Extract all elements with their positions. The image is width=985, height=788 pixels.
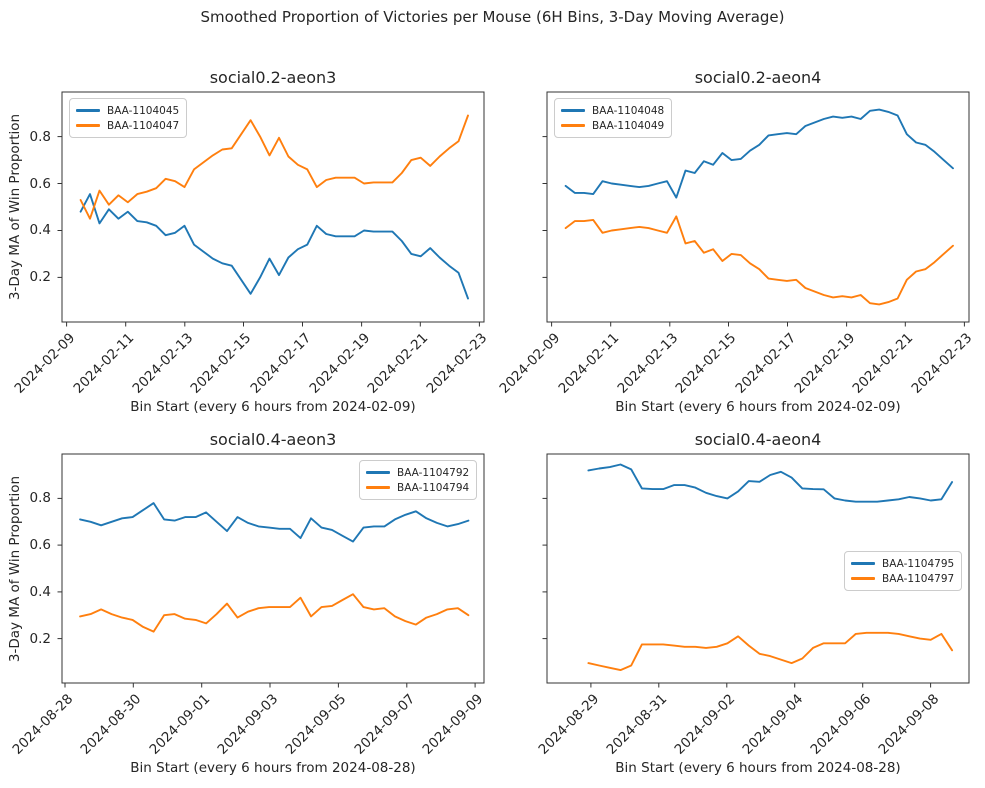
x-tick-label: 2024-09-09 bbox=[419, 691, 487, 758]
x-tick-label: 2024-08-29 bbox=[535, 691, 603, 758]
legend-item: BAA-1104047 bbox=[76, 118, 180, 133]
legend-top-right: BAA-1104048 BAA-1104049 bbox=[554, 98, 672, 138]
y-tick-label: 0.8 bbox=[29, 129, 51, 145]
legend-label: BAA-1104048 bbox=[592, 104, 665, 117]
series-line-BAA-1104048 bbox=[564, 108, 954, 199]
y-tick-label: 0.8 bbox=[29, 490, 51, 506]
legend-top-left: BAA-1104045 BAA-1104047 bbox=[69, 98, 187, 138]
legend-label: BAA-1104795 bbox=[882, 557, 955, 570]
x-tick-label: 2024-09-04 bbox=[739, 691, 807, 758]
x-axis-label: Bin Start (every 6 hours from 2024-08-28… bbox=[615, 760, 901, 776]
plot-frame bbox=[61, 453, 485, 684]
legend-label: BAA-1104792 bbox=[397, 466, 470, 479]
legend-item: BAA-1104045 bbox=[76, 103, 180, 118]
x-tick-label: 2024-08-30 bbox=[77, 691, 145, 758]
legend-label: BAA-1104047 bbox=[107, 119, 180, 132]
axes-top-left bbox=[57, 91, 485, 327]
x-axis-label: Bin Start (every 6 hours from 2024-08-28… bbox=[130, 760, 416, 776]
x-axis-label: Bin Start (every 6 hours from 2024-02-09… bbox=[615, 399, 901, 415]
legend-line-swatch bbox=[76, 124, 100, 127]
x-axis-label: Bin Start (every 6 hours from 2024-02-09… bbox=[130, 399, 416, 415]
legend-item: BAA-1104792 bbox=[366, 465, 470, 480]
legend-bottom-left: BAA-1104792 BAA-1104794 bbox=[359, 460, 477, 500]
y-tick-label: 0.6 bbox=[29, 176, 51, 192]
series-line-BAA-1104792 bbox=[79, 502, 470, 543]
x-tick-label: 2024-09-03 bbox=[214, 691, 282, 758]
series-line-BAA-1104047 bbox=[79, 114, 469, 220]
legend-item: BAA-1104797 bbox=[851, 571, 955, 586]
subplot-title-top-left: social0.2-aeon3 bbox=[209, 68, 337, 87]
figure-suptitle: Smoothed Proportion of Victories per Mou… bbox=[200, 8, 785, 26]
y-axis-label: 3-Day MA of Win Proportion bbox=[7, 475, 23, 663]
x-tick-label: 2024-09-08 bbox=[875, 691, 943, 758]
legend-label: BAA-1104045 bbox=[107, 104, 180, 117]
legend-label: BAA-1104794 bbox=[397, 481, 470, 494]
subplot-title-top-right: social0.2-aeon4 bbox=[694, 68, 822, 87]
legend-item: BAA-1104049 bbox=[561, 118, 665, 133]
x-tick-label: 2024-08-31 bbox=[603, 691, 671, 758]
axes-top-right bbox=[542, 91, 970, 327]
y-tick-label: 0.2 bbox=[29, 269, 51, 285]
legend-line-swatch bbox=[561, 124, 585, 127]
axes-bottom-left bbox=[57, 453, 485, 688]
subplot-title-bottom-left: social0.4-aeon3 bbox=[209, 430, 337, 449]
legend-line-swatch bbox=[76, 109, 100, 112]
legend-bottom-right: BAA-1104795 BAA-1104797 bbox=[844, 551, 962, 591]
y-tick-label: 0.6 bbox=[29, 537, 51, 553]
plot-frame bbox=[546, 453, 970, 684]
legend-line-swatch bbox=[366, 471, 390, 474]
y-tick-label: 0.4 bbox=[29, 584, 51, 600]
plot-frame bbox=[61, 91, 485, 323]
series-line-BAA-1104049 bbox=[564, 215, 954, 306]
subplot-title-bottom-right: social0.4-aeon4 bbox=[694, 430, 822, 449]
legend-label: BAA-1104797 bbox=[882, 572, 955, 585]
plot-frame bbox=[546, 91, 970, 323]
y-tick-label: 0.4 bbox=[29, 222, 51, 238]
legend-line-swatch bbox=[561, 109, 585, 112]
legend-item: BAA-1104048 bbox=[561, 103, 665, 118]
y-axis-label: 3-Day MA of Win Proportion bbox=[7, 113, 23, 301]
x-tick-label: 2024-08-28 bbox=[9, 691, 77, 758]
legend-item: BAA-1104795 bbox=[851, 556, 955, 571]
series-line-BAA-1104045 bbox=[79, 193, 469, 300]
x-tick-label: 2024-09-05 bbox=[282, 691, 350, 758]
series-line-BAA-1104794 bbox=[79, 593, 470, 633]
series-line-BAA-1104797 bbox=[587, 631, 954, 672]
axes-bottom-right bbox=[542, 453, 970, 688]
x-tick-label: 2024-09-07 bbox=[351, 691, 419, 758]
legend-item: BAA-1104794 bbox=[366, 480, 470, 495]
y-tick-label: 0.2 bbox=[29, 631, 51, 647]
legend-line-swatch bbox=[851, 577, 875, 580]
x-tick-label: 2024-09-02 bbox=[671, 691, 739, 758]
legend-line-swatch bbox=[851, 562, 875, 565]
legend-line-swatch bbox=[366, 486, 390, 489]
x-tick-label: 2024-09-06 bbox=[807, 691, 875, 758]
series-line-BAA-1104795 bbox=[587, 463, 954, 503]
legend-label: BAA-1104049 bbox=[592, 119, 665, 132]
x-tick-label: 2024-09-01 bbox=[146, 691, 214, 758]
